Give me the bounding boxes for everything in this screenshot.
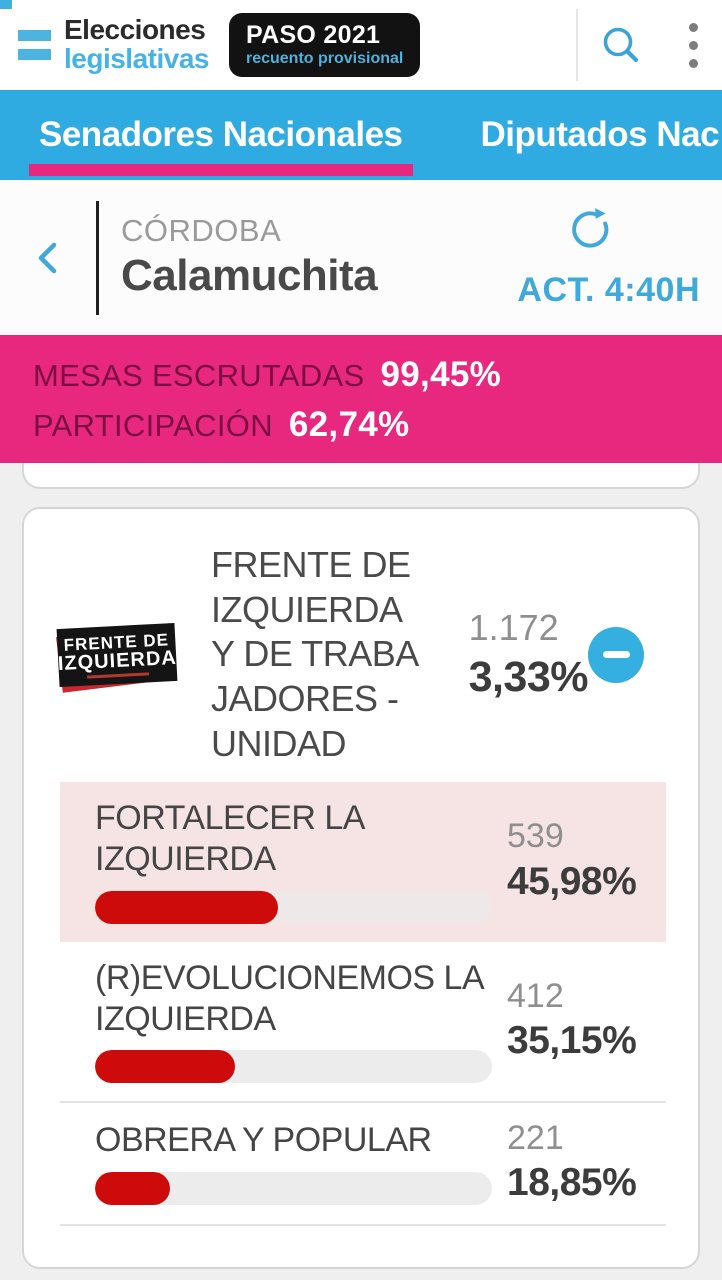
list-percent: 35,15% [507, 1019, 637, 1063]
participacion-value: 62,74% [288, 405, 410, 444]
last-update-label: ACT. 4:40H [517, 270, 700, 309]
tab-label: Senadores Nacionales [39, 115, 403, 154]
search-icon [603, 27, 639, 63]
active-tab-underline [29, 164, 413, 176]
result-bar-track [95, 1172, 492, 1206]
badge-title: PASO 2021 [245, 20, 381, 49]
app-logo[interactable]: Elecciones legislativas [18, 16, 209, 73]
department-name: Calamuchita [121, 251, 378, 301]
list-percent: 45,98% [507, 859, 637, 903]
brand-title-line2: legislativas [64, 43, 209, 74]
badge-subtitle: recuento provisional [245, 49, 404, 67]
participacion-label: PARTICIPACIÓN [33, 408, 273, 443]
result-bar-fill [95, 890, 278, 924]
list-name: OBRERA Y POPULAR [95, 1121, 432, 1160]
search-button[interactable] [578, 0, 664, 90]
list-name: FORTALECER LA IZQUIERDA [95, 799, 364, 878]
party-result-card: FRENTE DE IZQUIERDA FRENTE DE IZQUIERDA … [22, 507, 700, 1269]
tab-senadores-nacionales[interactable]: Senadores Nacionales [29, 90, 413, 180]
list-votes: 412 [507, 977, 564, 1016]
list-votes: 539 [507, 817, 564, 856]
tab-bar: Senadores Nacionales Diputados Nac [0, 90, 722, 180]
party-logo: FRENTE DE IZQUIERDA [56, 610, 179, 700]
result-bar-fill [95, 1172, 170, 1206]
app-bar: Elecciones legislativas PASO 2021 recuen… [0, 0, 722, 90]
party-name: FRENTE DE IZQUIERDA Y DE TRABA JADORES -… [211, 544, 419, 764]
tab-label: Diputados Nac [480, 115, 720, 154]
status-bar-artifact [0, 0, 12, 9]
kebab-dot-icon [688, 40, 698, 50]
refresh-button[interactable] [567, 206, 613, 257]
list-percent: 18,85% [507, 1161, 637, 1205]
previous-card-bottom [22, 463, 700, 489]
list-name: (R)EVOLUCIONEMOS LA IZQUIERDA [95, 958, 483, 1038]
list-row-obrera: OBRERA Y POPULAR 221 18,85% [60, 1103, 666, 1227]
internal-lists: FORTALECER LA IZQUIERDA 539 45,98% (R)EV… [60, 782, 666, 1227]
refresh-icon [571, 207, 608, 248]
result-bar-track [95, 1050, 492, 1084]
result-bar-fill [95, 1050, 235, 1084]
back-button[interactable] [0, 180, 96, 335]
appbar-divider [576, 9, 578, 81]
frente-de-izquierda-logo-icon: FRENTE DE IZQUIERDA [56, 622, 178, 687]
list-votes: 221 [507, 1119, 564, 1158]
list-row-fortalecer: FORTALECER LA IZQUIERDA 539 45,98% [60, 782, 666, 942]
result-bar-track [95, 890, 492, 924]
kebab-dot-icon [688, 22, 698, 32]
party-votes: 1.172 [468, 607, 559, 649]
vertical-divider [96, 200, 99, 315]
overflow-menu-button[interactable] [664, 0, 722, 90]
minus-icon [602, 651, 630, 659]
brand-title-line1: Elecciones [64, 14, 206, 46]
mesas-escrutadas-value: 99,45% [380, 355, 502, 394]
collapse-button[interactable] [588, 626, 644, 683]
equals-bars-icon [18, 30, 51, 60]
party-header: FRENTE DE IZQUIERDA FRENTE DE IZQUIERDA … [24, 509, 698, 782]
stats-banner: MESAS ESCRUTADAS 99,45% PARTICIPACIÓN 62… [0, 335, 722, 463]
election-badge: PASO 2021 recuento provisional [228, 12, 421, 78]
kebab-dot-icon [688, 58, 698, 68]
province-name: CÓRDOBA [121, 213, 282, 249]
chevron-left-icon [38, 242, 57, 273]
mesas-escrutadas-label: MESAS ESCRUTADAS [33, 358, 365, 393]
location-header: CÓRDOBA Calamuchita ACT. 4:40H [0, 180, 722, 335]
tab-diputados-nacionales[interactable]: Diputados Nac [479, 90, 722, 180]
party-percent: 3,33% [468, 652, 589, 701]
list-row-revolucionemos: (R)EVOLUCIONEMOS LA IZQUIERDA 412 35,15% [60, 942, 666, 1104]
